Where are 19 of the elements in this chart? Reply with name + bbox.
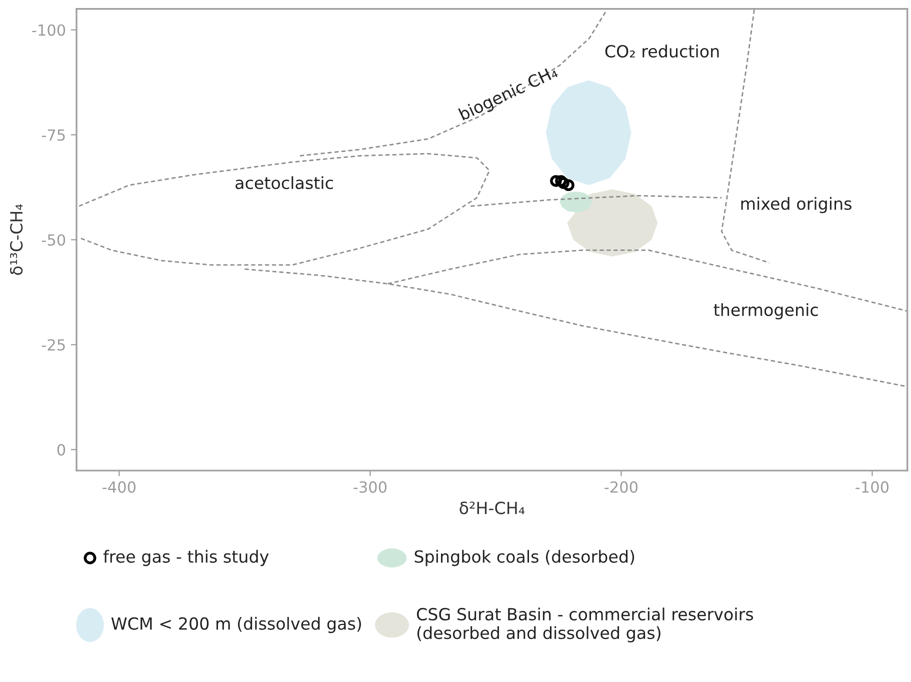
annotation: thermogenic: [714, 303, 818, 320]
annotation: CO₂ reduction: [605, 44, 719, 58]
legend-label: WCM < 200 m (dissolved gas): [111, 616, 361, 634]
legend-label: free gas - this study: [103, 550, 269, 566]
legend-label: Spingbok coals (desorbed): [414, 550, 634, 566]
x-axis-title: δ²H-CH₄: [460, 502, 525, 514]
y-tick-label: -50: [42, 234, 66, 246]
y-axis-title: δ¹³C-CH₄: [10, 204, 23, 275]
annotation: acetoclastic: [236, 176, 333, 190]
x-tick-label: -300: [354, 481, 387, 493]
y-tick-label: 0: [57, 444, 66, 456]
annotation: mixed origins: [741, 197, 852, 214]
x-tick-label: -200: [604, 481, 638, 493]
legend-label: CSG Surat Basin - commercial reservoirs (desorbed and dissolved gas): [416, 608, 754, 642]
y-tick-label: -100: [32, 24, 66, 36]
x-tick-label: -100: [856, 481, 889, 493]
x-tick-label: -400: [102, 481, 136, 493]
y-tick-label: -25: [42, 339, 65, 351]
y-tick-label: -75: [42, 129, 65, 141]
